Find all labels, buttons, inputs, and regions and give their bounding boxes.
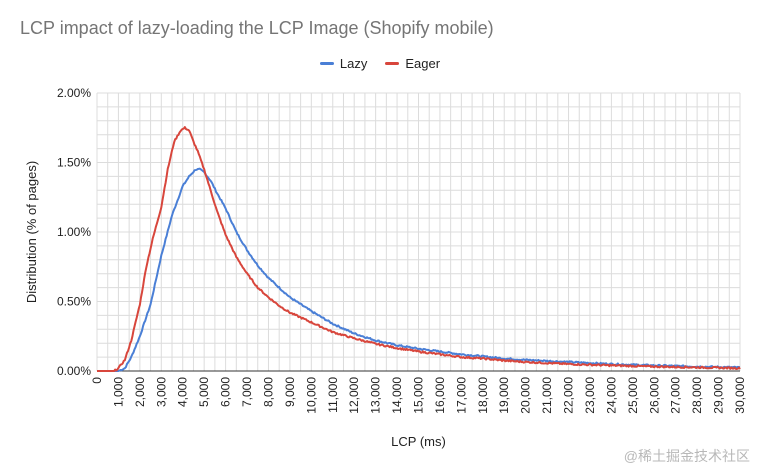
x-tick-label: 4,000 <box>176 377 190 407</box>
x-tick-label: 29,000 <box>712 377 726 414</box>
x-tick-label: 2,000 <box>133 377 147 407</box>
grid-layer <box>96 92 741 372</box>
x-axis-title: LCP (ms) <box>391 434 446 449</box>
legend: Lazy Eager <box>0 55 760 71</box>
x-tick-label: 16,000 <box>433 377 447 414</box>
x-tick-label: 30,000 <box>733 377 747 414</box>
x-tick-label: 15,000 <box>412 377 426 414</box>
x-tick-label: 22,000 <box>562 377 576 414</box>
x-tick-label: 6,000 <box>219 377 233 407</box>
label-layer: 0.00% 0.50% 1.00% 1.50% 2.00% 0 1,000 2,000 3,00… <box>24 86 747 449</box>
y-axis-title: Distribution (% of pages) <box>24 161 39 303</box>
legend-label-eager: Eager <box>405 55 441 71</box>
x-tick-label: 0 <box>90 377 104 384</box>
y-tick-label: 0.50% <box>57 295 91 309</box>
x-tick-label: 17,000 <box>454 377 468 414</box>
legend-label-lazy: Lazy <box>339 55 368 71</box>
x-tick-label: 12,000 <box>347 377 361 414</box>
x-tick-label: 28,000 <box>690 377 704 414</box>
chart-title: LCP impact of lazy-loading the LCP Image… <box>20 18 494 38</box>
x-tick-label: 5,000 <box>197 377 211 407</box>
watermark-text: @稀土掘金技术社区 <box>623 448 750 464</box>
x-tick-label: 8,000 <box>261 377 275 407</box>
legend-swatch-eager <box>385 61 400 65</box>
x-tick-label: 13,000 <box>369 377 383 414</box>
x-tick-label: 18,000 <box>476 377 490 414</box>
x-tick-label: 24,000 <box>604 377 618 414</box>
y-tick-label: 1.50% <box>57 156 91 170</box>
y-tick-label: 1.00% <box>57 225 91 239</box>
legend-item-eager[interactable]: Eager <box>385 55 440 71</box>
x-tick-label: 26,000 <box>647 377 661 414</box>
x-tick-label: 14,000 <box>390 377 404 414</box>
x-tick-label: 1,000 <box>111 377 125 407</box>
x-tick-label: 9,000 <box>283 377 297 407</box>
x-tick-label: 20,000 <box>519 377 533 414</box>
x-tick-label: 11,000 <box>326 377 340 413</box>
series-layer <box>97 126 741 372</box>
legend-swatch-lazy <box>319 61 334 65</box>
y-tick-label: 0.00% <box>57 364 91 378</box>
x-tick-label: 3,000 <box>154 377 168 407</box>
x-tick-label: 7,000 <box>240 377 254 407</box>
x-tick-label: 27,000 <box>669 377 683 414</box>
x-tick-label: 25,000 <box>626 377 640 414</box>
x-tick-label: 19,000 <box>497 377 511 414</box>
x-tick-label: 10,000 <box>304 377 318 414</box>
x-tick-label: 21,000 <box>540 377 554 414</box>
series-line-eager[interactable] <box>97 126 741 372</box>
x-tick-label: 23,000 <box>583 377 597 414</box>
y-tick-label: 2.00% <box>57 86 91 100</box>
legend-item-lazy[interactable]: Lazy <box>319 55 368 71</box>
